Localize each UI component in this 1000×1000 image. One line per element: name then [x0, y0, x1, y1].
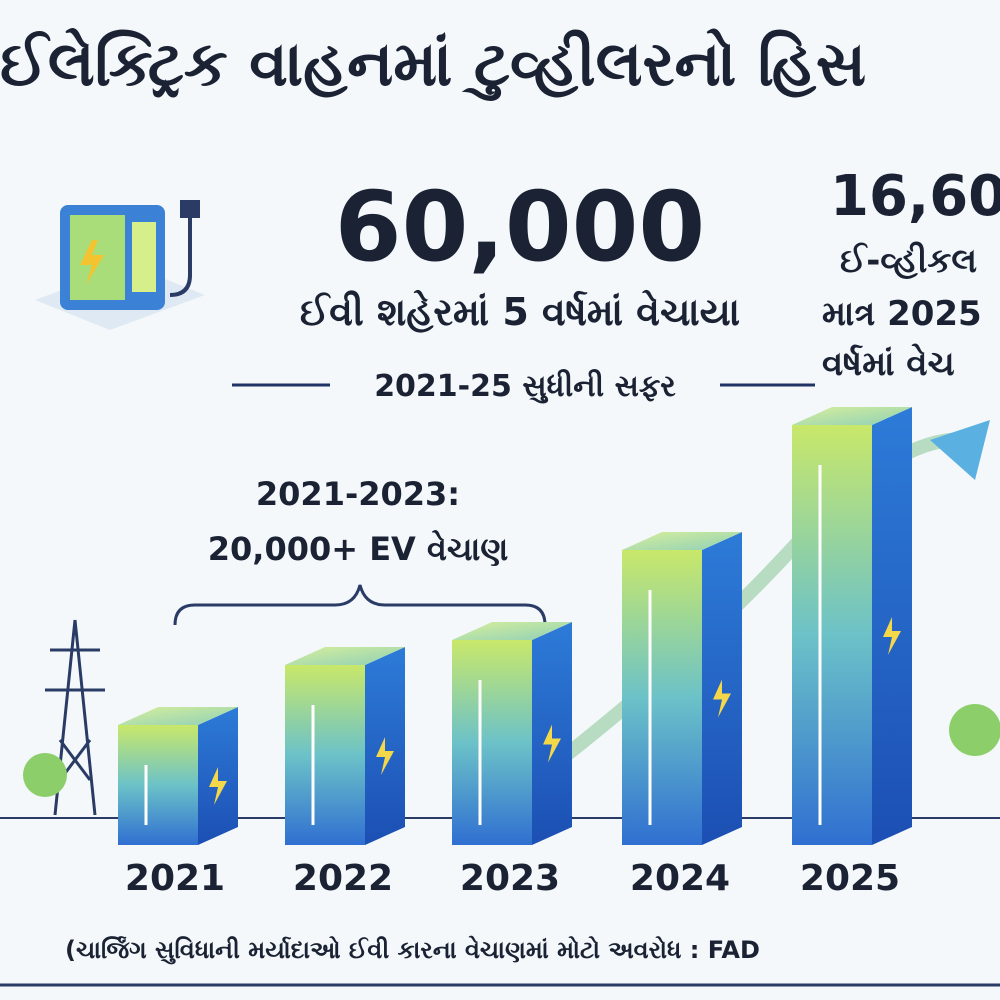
box-top [622, 532, 742, 550]
box-top [792, 407, 912, 425]
pylon [45, 619, 105, 816]
title: ઈલેક્ટ્રિક વાહનમાં ટુવ્હીલરનો હિસ [0, 27, 866, 101]
headline-number: 60,000 [335, 171, 705, 283]
bolt [209, 767, 227, 805]
year-label: 2023 [460, 858, 560, 899]
box-top [452, 622, 572, 640]
bracket-line: 20,000+ EV વેચાણ [208, 530, 509, 568]
bolt [376, 737, 394, 775]
year-label: 2025 [800, 858, 900, 899]
box-top [285, 647, 405, 665]
bolt [543, 724, 561, 763]
side-line: માત્ર 2025 [822, 294, 982, 334]
headline-caption: ઈવી શહેરમાં 5 વર્ષમાં વેચાયા [300, 289, 740, 334]
battery-icon [35, 200, 205, 330]
bars [118, 407, 912, 845]
journey-label: 2021-25 સુધીની સફર [374, 369, 676, 404]
year-label: 2022 [293, 858, 393, 899]
side-number: 16,60 [830, 164, 1000, 229]
bolt [713, 679, 731, 718]
bracket [173, 584, 547, 626]
tree [949, 704, 1000, 756]
year-label: 2021 [125, 858, 225, 899]
box-front [285, 665, 365, 845]
side-line: વર્ષમાં વેચ [822, 343, 955, 384]
tree [23, 753, 67, 797]
bracket-line: 2021-2023: [256, 475, 460, 513]
year-label: 2024 [630, 858, 730, 899]
box-front [622, 550, 702, 845]
arrow-head [930, 420, 990, 480]
box-front [118, 725, 198, 845]
footer: (ચાર્જિંગ સુવિધાની મર્યાદાઓ ઈવી કારના વે… [65, 935, 760, 965]
box-front [452, 640, 532, 845]
bolt [883, 617, 901, 655]
side-line: ઈ-વ્હીકલ [840, 241, 977, 281]
box-front [792, 425, 872, 845]
box-top [118, 707, 238, 725]
